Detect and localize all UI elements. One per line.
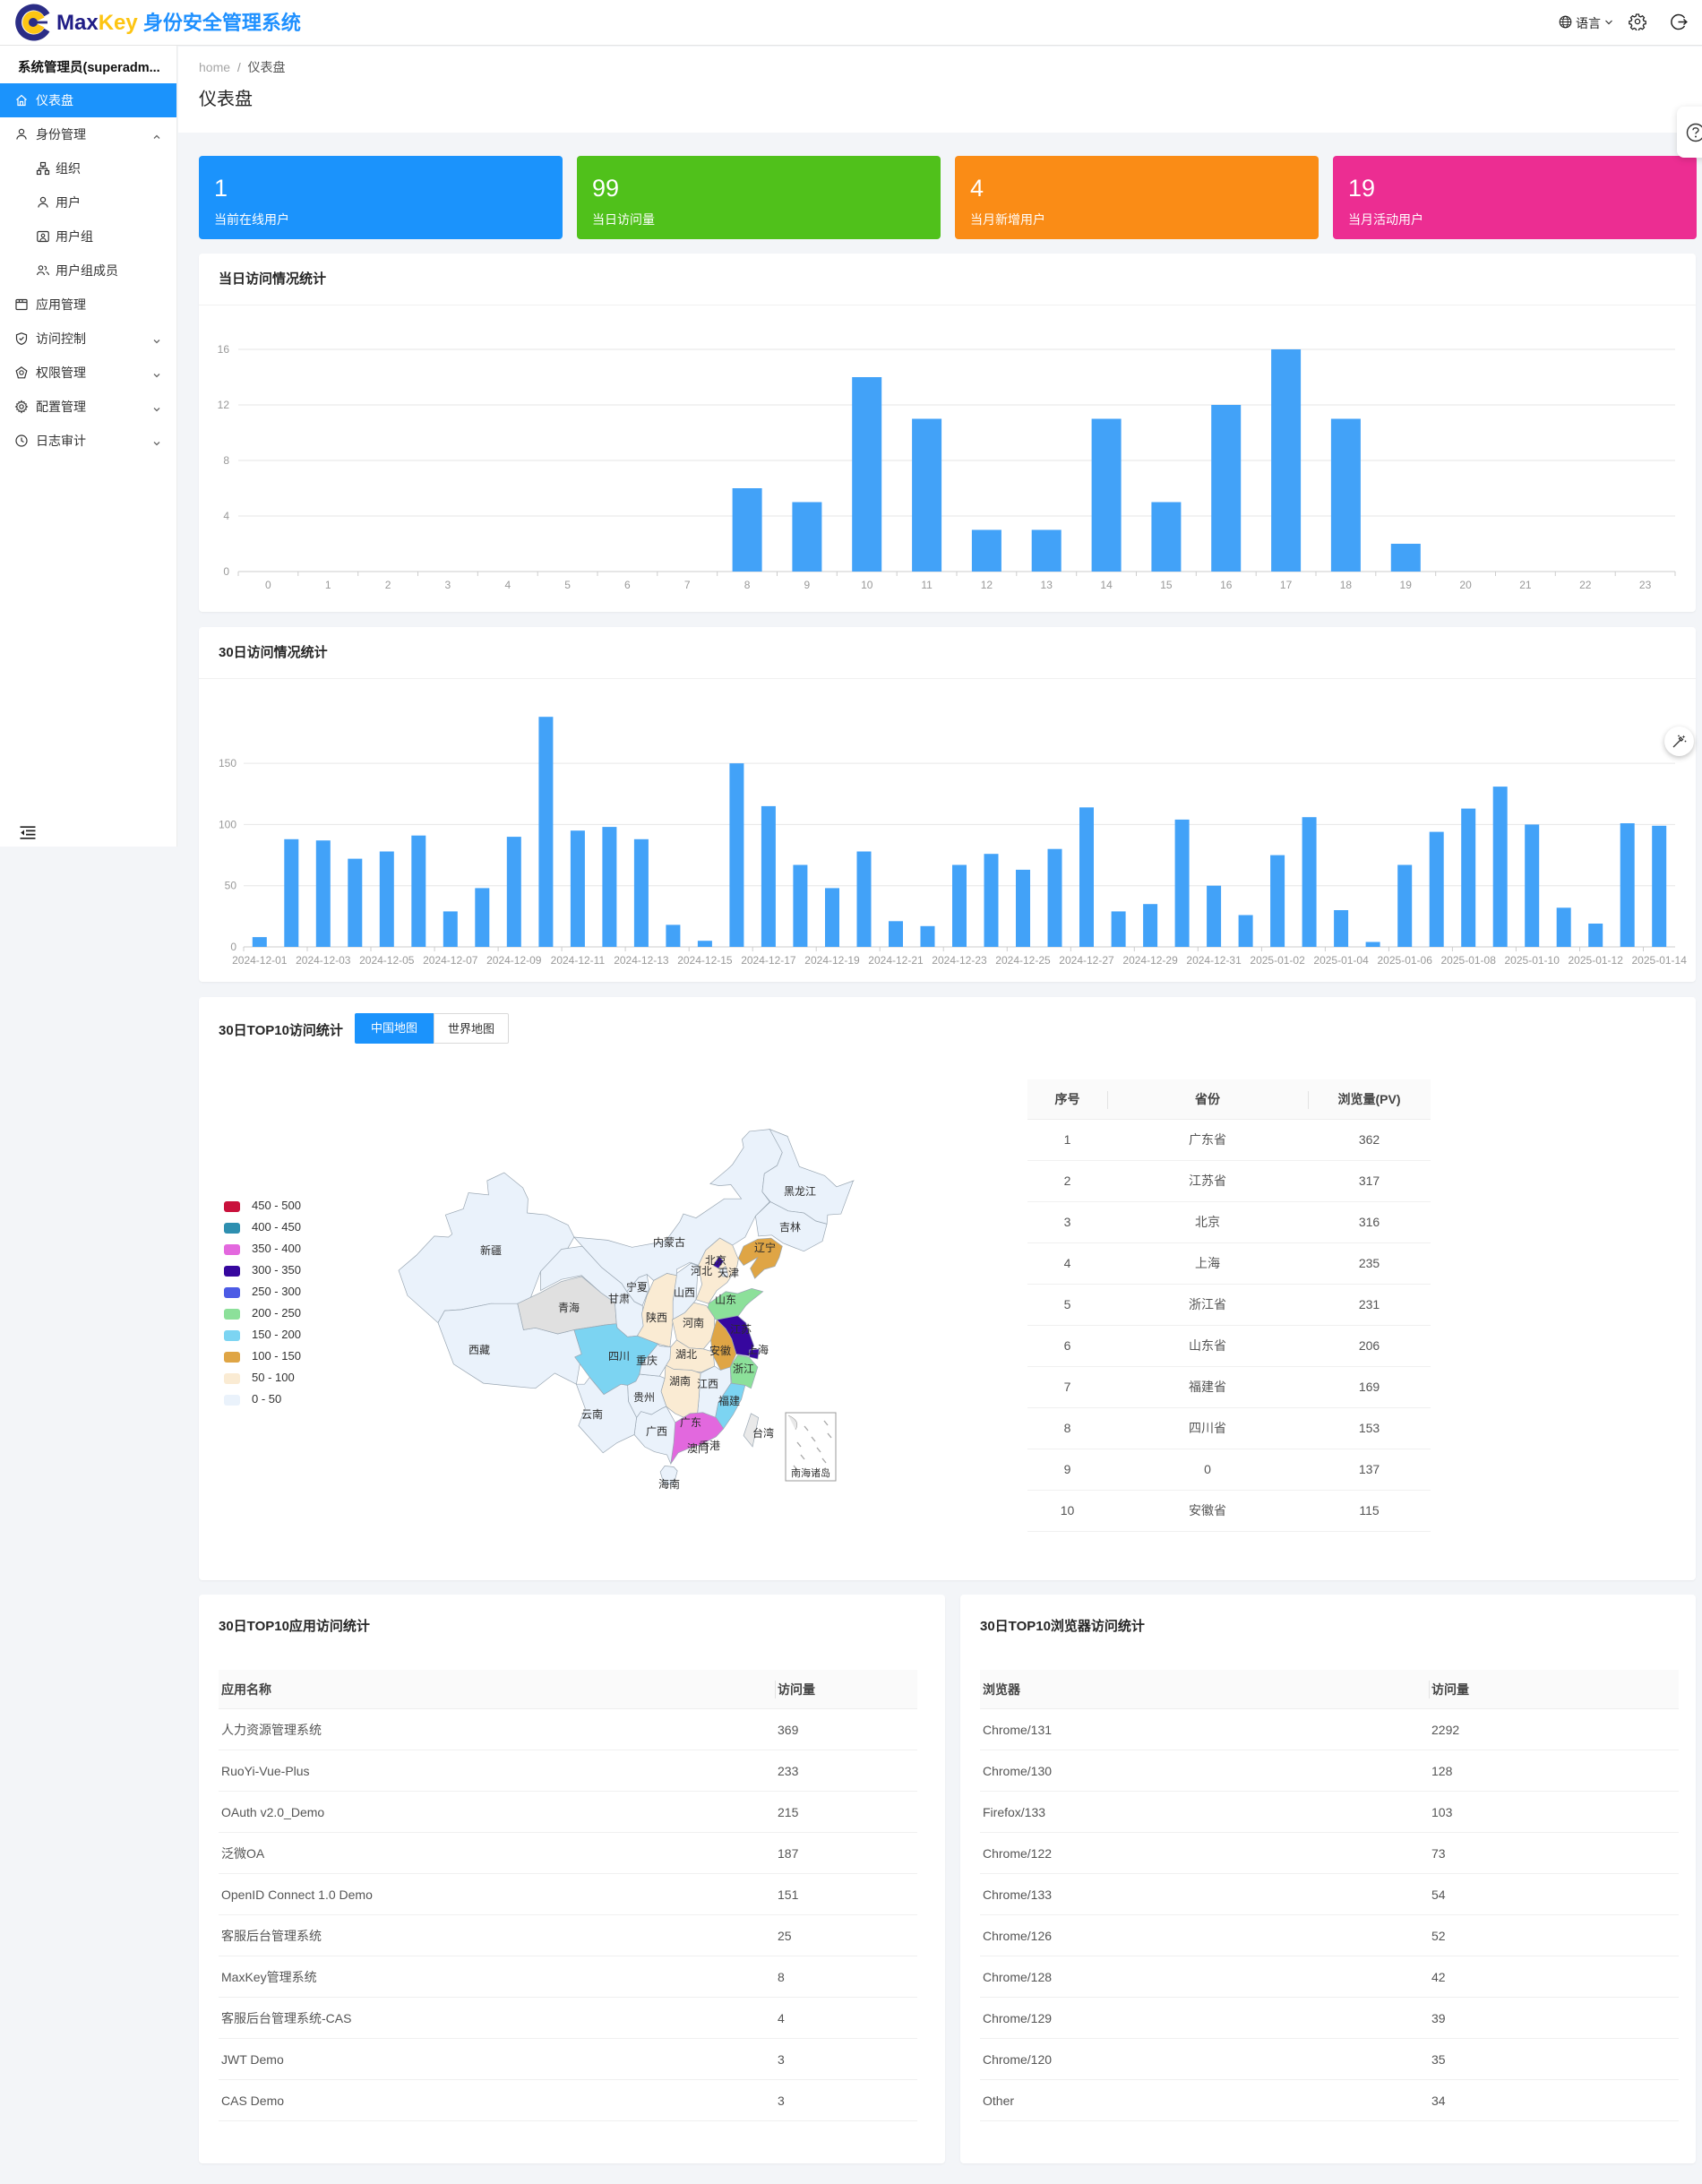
svg-text:江西: 江西 <box>697 1378 718 1390</box>
svg-text:2024-12-13: 2024-12-13 <box>614 954 669 967</box>
svg-text:15: 15 <box>1160 579 1173 591</box>
svg-text:2024-12-27: 2024-12-27 <box>1059 954 1114 967</box>
svg-text:16: 16 <box>1220 579 1233 591</box>
svg-text:山东: 山东 <box>715 1294 736 1306</box>
svg-text:2024-12-17: 2024-12-17 <box>741 954 796 967</box>
svg-text:1: 1 <box>325 579 331 591</box>
svg-text:香港: 香港 <box>699 1440 720 1452</box>
svg-text:2024-12-31: 2024-12-31 <box>1186 954 1242 967</box>
svg-text:2025-01-06: 2025-01-06 <box>1378 954 1433 967</box>
svg-text:台湾: 台湾 <box>752 1426 774 1440</box>
svg-text:陕西: 陕西 <box>646 1311 667 1324</box>
svg-text:16: 16 <box>218 343 230 356</box>
svg-text:辽宁: 辽宁 <box>754 1241 776 1254</box>
svg-text:贵州: 贵州 <box>633 1391 655 1404</box>
svg-text:宁夏: 宁夏 <box>626 1280 648 1294</box>
svg-text:2024-12-23: 2024-12-23 <box>932 954 987 967</box>
svg-text:新疆: 新疆 <box>480 1243 502 1257</box>
svg-text:2024-12-09: 2024-12-09 <box>486 954 542 967</box>
svg-text:8: 8 <box>223 454 229 467</box>
svg-text:北京: 北京 <box>705 1254 726 1267</box>
svg-text:22: 22 <box>1579 579 1592 591</box>
svg-text:20: 20 <box>1459 579 1472 591</box>
svg-text:4: 4 <box>223 510 229 522</box>
svg-text:浙江: 浙江 <box>733 1363 754 1375</box>
svg-text:2024-12-29: 2024-12-29 <box>1122 954 1178 967</box>
svg-text:江苏: 江苏 <box>730 1323 752 1336</box>
svg-text:5: 5 <box>564 579 571 591</box>
svg-text:河南: 河南 <box>683 1316 704 1329</box>
svg-text:8: 8 <box>744 579 751 591</box>
svg-text:18: 18 <box>1340 579 1353 591</box>
svg-text:0: 0 <box>223 565 229 578</box>
svg-text:天津: 天津 <box>718 1267 739 1279</box>
svg-text:广东: 广东 <box>680 1416 701 1429</box>
svg-text:广西: 广西 <box>646 1425 667 1438</box>
svg-text:2024-12-25: 2024-12-25 <box>995 954 1051 967</box>
svg-text:山西: 山西 <box>674 1286 695 1299</box>
svg-text:云南: 云南 <box>581 1407 603 1421</box>
svg-text:150: 150 <box>219 757 236 770</box>
svg-text:湖南: 湖南 <box>669 1374 691 1388</box>
svg-text:6: 6 <box>624 579 631 591</box>
svg-text:17: 17 <box>1280 579 1293 591</box>
svg-text:四川: 四川 <box>608 1350 630 1363</box>
svg-text:2024-12-19: 2024-12-19 <box>804 954 860 967</box>
svg-text:2025-01-14: 2025-01-14 <box>1632 954 1688 967</box>
svg-text:上海: 上海 <box>747 1343 769 1356</box>
svg-text:河北: 河北 <box>691 1265 712 1277</box>
svg-text:2024-12-05: 2024-12-05 <box>359 954 415 967</box>
svg-text:9: 9 <box>804 579 811 591</box>
svg-text:21: 21 <box>1519 579 1532 591</box>
svg-text:3: 3 <box>445 579 451 591</box>
svg-text:黑龙江: 黑龙江 <box>784 1185 816 1198</box>
svg-text:10: 10 <box>861 579 873 591</box>
svg-text:2024-12-15: 2024-12-15 <box>677 954 733 967</box>
svg-text:12: 12 <box>218 399 230 411</box>
svg-text:湖北: 湖北 <box>675 1347 697 1361</box>
svg-text:2025-01-12: 2025-01-12 <box>1569 954 1624 967</box>
svg-text:14: 14 <box>1100 579 1113 591</box>
svg-text:2024-12-11: 2024-12-11 <box>551 954 606 967</box>
svg-text:2024-12-03: 2024-12-03 <box>296 954 351 967</box>
svg-text:0: 0 <box>230 941 236 953</box>
svg-text:安徽: 安徽 <box>709 1344 731 1357</box>
svg-text:19: 19 <box>1400 579 1413 591</box>
svg-text:2025-01-02: 2025-01-02 <box>1250 954 1305 967</box>
svg-text:青海: 青海 <box>558 1301 580 1314</box>
svg-text:23: 23 <box>1639 579 1652 591</box>
svg-text:13: 13 <box>1041 579 1053 591</box>
svg-text:福建: 福建 <box>718 1394 740 1407</box>
svg-text:甘肃: 甘肃 <box>608 1293 630 1305</box>
svg-text:2025-01-04: 2025-01-04 <box>1313 954 1369 967</box>
svg-text:海南: 海南 <box>658 1477 680 1491</box>
svg-text:12: 12 <box>981 579 993 591</box>
svg-text:4: 4 <box>504 579 511 591</box>
svg-text:吉林: 吉林 <box>779 1221 801 1234</box>
svg-text:内蒙古: 内蒙古 <box>653 1235 685 1249</box>
svg-text:2024-12-07: 2024-12-07 <box>423 954 478 967</box>
svg-text:南海诸岛: 南海诸岛 <box>791 1466 830 1479</box>
svg-text:11: 11 <box>921 579 933 591</box>
svg-text:100: 100 <box>219 818 236 830</box>
svg-text:50: 50 <box>225 880 237 892</box>
svg-text:0: 0 <box>265 579 271 591</box>
svg-text:重庆: 重庆 <box>636 1354 658 1367</box>
svg-text:2025-01-10: 2025-01-10 <box>1505 954 1560 967</box>
svg-text:2024-12-01: 2024-12-01 <box>232 954 288 967</box>
svg-text:西藏: 西藏 <box>468 1344 490 1356</box>
svg-text:2025-01-08: 2025-01-08 <box>1441 954 1497 967</box>
svg-text:2024-12-21: 2024-12-21 <box>868 954 924 967</box>
svg-text:澳门: 澳门 <box>687 1441 709 1455</box>
svg-text:2: 2 <box>385 579 391 591</box>
svg-text:7: 7 <box>684 579 691 591</box>
